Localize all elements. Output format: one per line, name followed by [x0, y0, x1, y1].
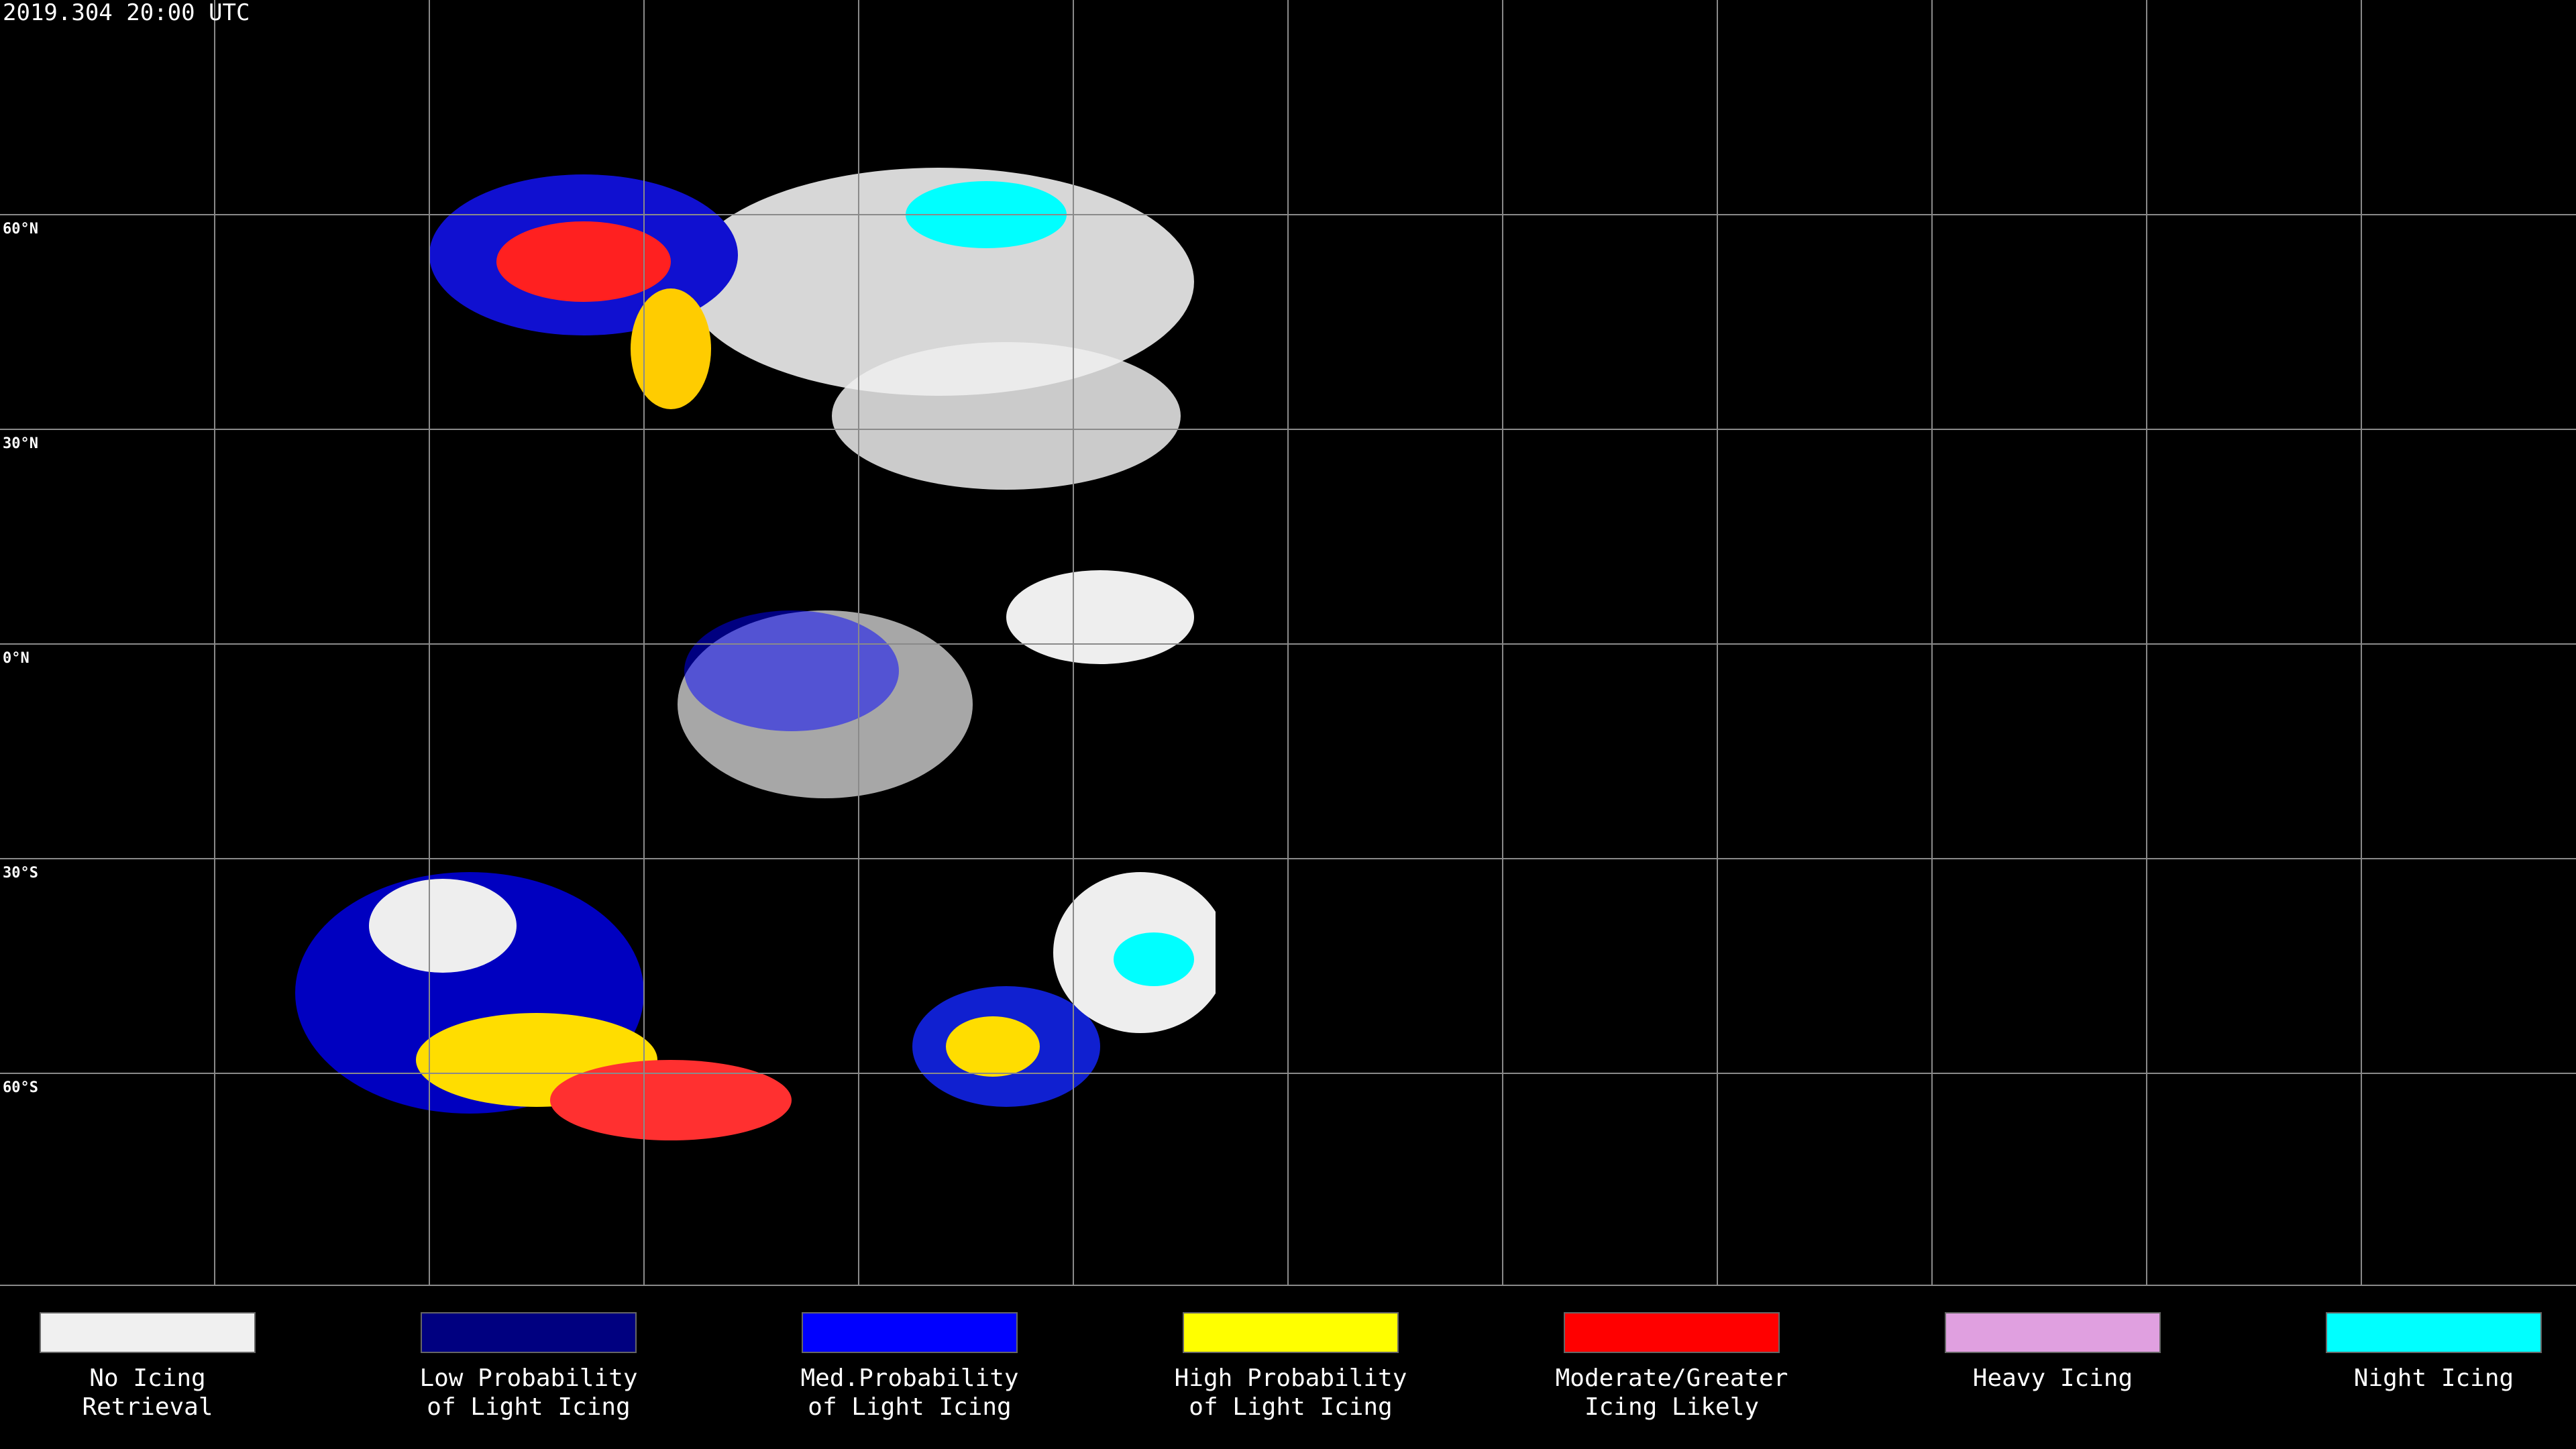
- legend-label: Icing Likely: [1585, 1393, 1759, 1421]
- legend-swatch: [421, 1312, 637, 1353]
- legend-label: Low Probability: [419, 1364, 637, 1392]
- graticule: [0, 0, 2576, 1286]
- latitude-label: 60°S: [3, 1079, 38, 1096]
- timestamp: 2019.304 20:00 UTC: [3, 0, 250, 26]
- legend-swatch: [1945, 1312, 2161, 1353]
- legend-label: of Light Icing: [427, 1393, 630, 1421]
- legend-swatch: [2326, 1312, 2542, 1353]
- legend-label: High Probability: [1175, 1364, 1407, 1392]
- legend-label: of Light Icing: [1189, 1393, 1392, 1421]
- latitude-label: 30°N: [3, 435, 38, 452]
- legend-label: Med.Probability: [800, 1364, 1018, 1392]
- legend-swatch: [1564, 1312, 1780, 1353]
- latitude-label: 30°S: [3, 865, 38, 881]
- legend-label: Moderate/Greater: [1556, 1364, 1788, 1392]
- legend-label: Night Icing: [2354, 1364, 2514, 1392]
- legend-swatch: [802, 1312, 1018, 1353]
- latitude-labels: 60°N 30°N 0°N 30°S 60°S: [3, 221, 38, 1096]
- legend-label: of Light Icing: [808, 1393, 1011, 1421]
- legend-label: No Icing: [89, 1364, 205, 1392]
- legend-swatch: [1183, 1312, 1399, 1353]
- legend-label: Retrieval: [82, 1393, 213, 1421]
- latitude-label: 0°N: [3, 650, 30, 667]
- latitude-label: 60°N: [3, 221, 38, 237]
- legend-swatch: [40, 1312, 256, 1353]
- legend-label: Heavy Icing: [1973, 1364, 2133, 1392]
